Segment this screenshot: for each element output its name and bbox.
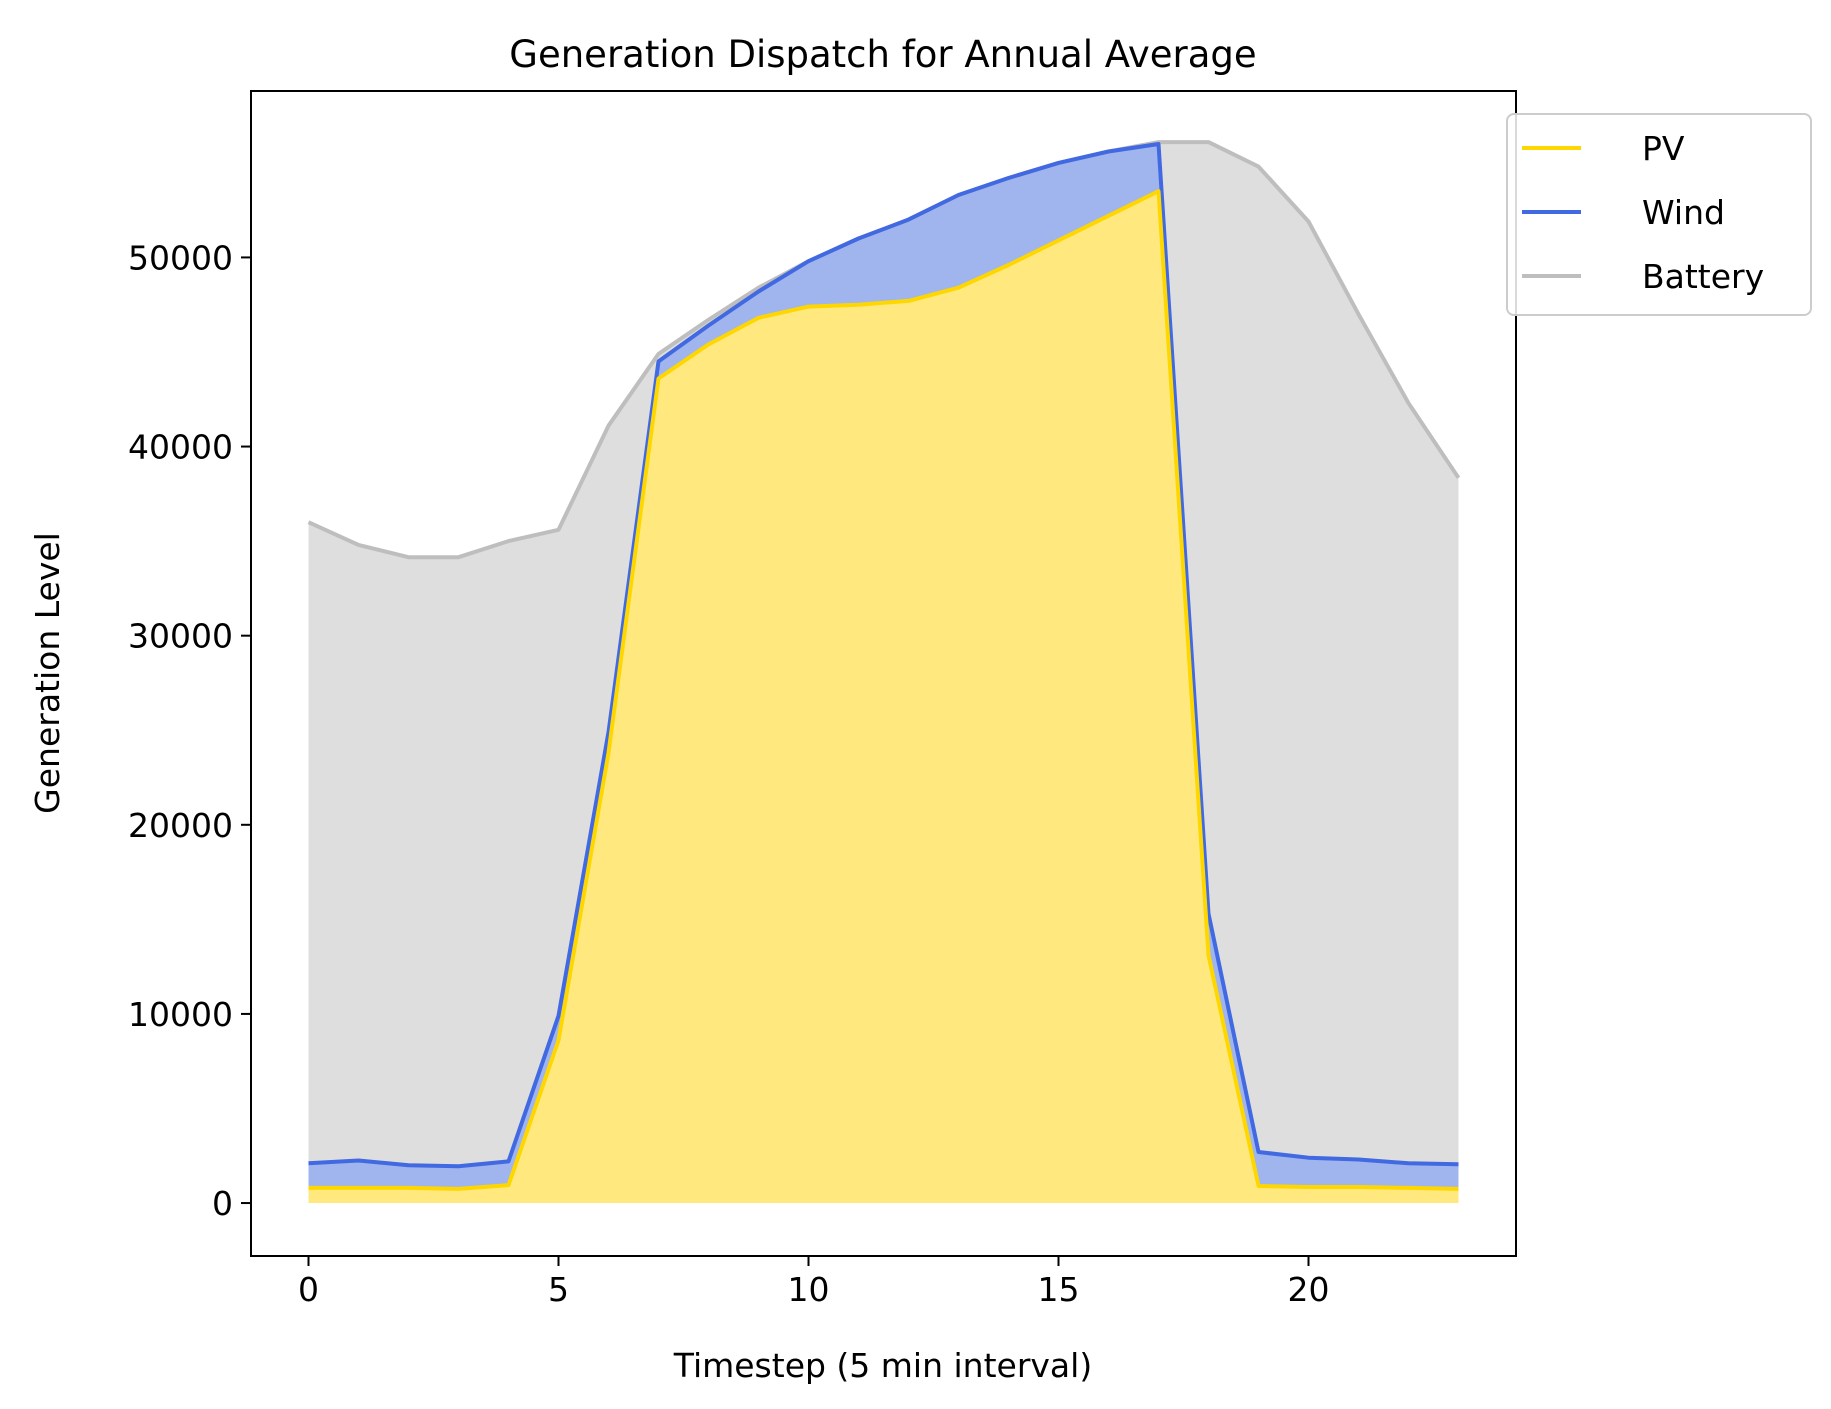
y-tick-label: 10000 [128,995,233,1034]
y-axis-label: Generation Level [28,532,67,814]
legend-box [1506,113,1812,316]
axes-frame [250,90,1517,1257]
chart-title: Generation Dispatch for Annual Average [509,33,1256,76]
legend-label-battery: Battery [1642,257,1764,296]
y-tick-label: 30000 [128,617,233,656]
y-tick-label: 50000 [128,238,233,277]
x-axis-label: Timestep (5 min interval) [673,1346,1092,1385]
x-tick-label: 15 [1038,1270,1080,1309]
area-pv [308,191,1459,1203]
area-battery [308,142,1459,1167]
legend-label-wind: Wind [1642,193,1725,232]
legend-label-pv: PV [1642,129,1685,168]
y-tick-label: 0 [212,1184,233,1223]
y-tick-label: 40000 [128,428,233,467]
x-tick-label: 20 [1288,1270,1330,1309]
y-axis: 0 10000 20000 30000 40000 50000 [128,238,251,1223]
x-tick-label: 10 [788,1270,830,1309]
line-pv [308,189,1459,1191]
line-wind [308,142,1459,1169]
y-tick-label: 20000 [128,806,233,845]
legend: PV Wind Battery [1506,113,1812,316]
plot-area [307,140,1461,1203]
x-tick-label: 0 [298,1270,319,1309]
x-axis: 0 5 10 15 20 [298,1256,1330,1309]
x-tick-label: 5 [548,1270,569,1309]
